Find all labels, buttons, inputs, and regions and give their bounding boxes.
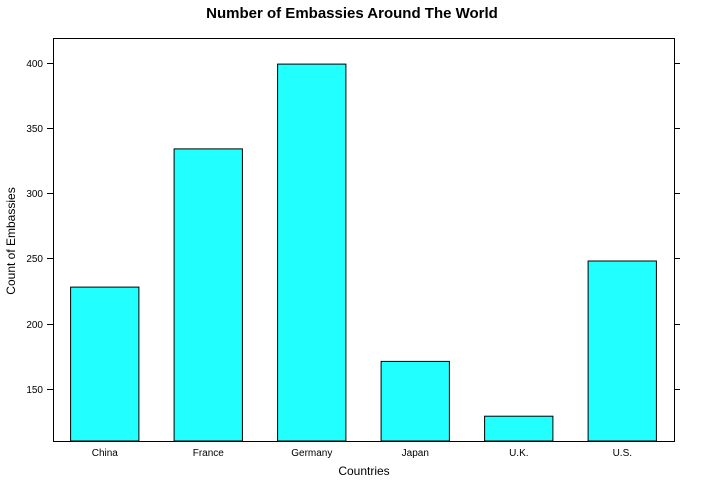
x-axis-label: Countries	[338, 464, 389, 478]
bar-germany	[277, 63, 347, 442]
y-tick-label: 400	[26, 59, 43, 70]
bar-u-k	[484, 415, 554, 442]
x-tick-label: Japan	[402, 448, 429, 459]
bar-china	[70, 286, 140, 442]
x-tick-label: U.S.	[613, 448, 632, 459]
x-tick-label: France	[193, 448, 225, 459]
bars	[70, 63, 657, 442]
y-tick-label: 250	[26, 254, 43, 265]
x-tick-label: U.K.	[509, 448, 528, 459]
chart-title: Number of Embassies Around The World	[206, 5, 498, 22]
x-tick-label: Germany	[291, 448, 332, 459]
x-tick-label: China	[92, 448, 119, 459]
y-tick-label: 200	[26, 320, 43, 331]
y-tick-label: 350	[26, 124, 43, 135]
bar-u-s	[587, 260, 657, 442]
y-axis: 150 200 250 300 350 400	[26, 59, 680, 396]
plot-frame	[53, 38, 675, 442]
y-tick-label: 150	[26, 385, 43, 396]
y-axis-label: Count of Embassies	[4, 187, 18, 294]
x-axis: China France Germany Japan U.K. U.S.	[92, 448, 632, 459]
bar-japan	[380, 360, 450, 442]
y-tick-label: 300	[26, 189, 43, 200]
bar-france	[173, 148, 243, 442]
